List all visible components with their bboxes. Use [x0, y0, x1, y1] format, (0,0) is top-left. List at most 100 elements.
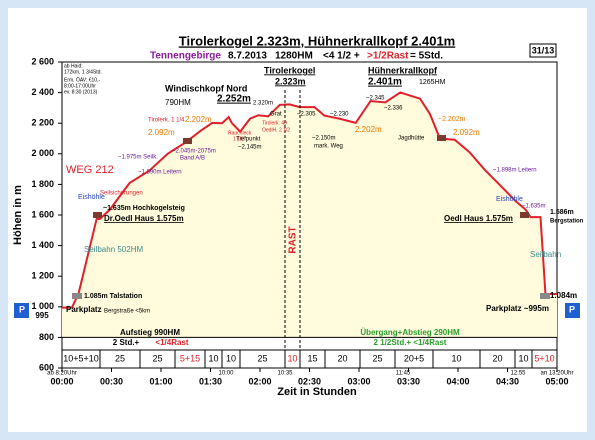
- annotation: Tirolerkogel: [264, 65, 315, 75]
- annotation: ~2.345: [366, 96, 385, 102]
- annotation: P: [19, 304, 25, 314]
- x-tick-label: 00:00: [50, 376, 73, 386]
- subtitle-part: >1/2Rast: [367, 51, 409, 62]
- profile-area: [62, 92, 557, 338]
- annotation: ~1.635m: [522, 204, 546, 210]
- station: [72, 293, 82, 299]
- annotation: 2.252m: [217, 94, 251, 105]
- chart-title: Tirolerkogel 2.323m, Hühnerkrallkopf 2.4…: [179, 33, 456, 48]
- y-tick-label: 2 400: [31, 87, 54, 97]
- segment-label: 10+5+10: [63, 353, 99, 363]
- x-tick-label: 00:30: [100, 376, 123, 386]
- y-tick-label: 2 200: [31, 118, 54, 128]
- annotation: Band A/B: [180, 156, 205, 162]
- annotation: Seilbahn: [530, 250, 561, 259]
- x-tick-label: 02:00: [248, 376, 271, 386]
- time-mark: 10:00: [218, 371, 234, 377]
- x-axis-label: Zeit in Stunden: [277, 386, 357, 398]
- annotation: Erm. ÖAV: €10,-: [64, 76, 100, 83]
- annotation: ev. 8:30 (2013): [64, 89, 98, 95]
- annotation: Grat: [270, 112, 282, 118]
- annotation: 1 1/2: [233, 136, 244, 142]
- y-tick-label: 600: [39, 362, 54, 372]
- annotation: 995: [35, 311, 49, 320]
- annotation: RAST: [288, 226, 299, 253]
- annotation: WEG 212: [66, 164, 114, 176]
- subtitle-part: 8.7.2013: [228, 51, 267, 62]
- subtitle-part: <4 1/2 +: [323, 51, 360, 62]
- annotation: ~2.150m: [312, 136, 336, 142]
- segment-label: 25: [372, 353, 382, 363]
- y-tick-label: 2 600: [31, 56, 54, 66]
- annotation: Jagdhütte: [398, 136, 425, 142]
- annotation: Tirolerk. 1 1/4: [148, 118, 185, 124]
- time-mark: 12:55: [510, 371, 526, 377]
- annotation: Hühnerkrallkopf: [368, 65, 438, 75]
- segment-label: 20+5: [404, 353, 424, 363]
- annotation: Parkplatz: [66, 305, 102, 314]
- annotation: Tiefpunkt: [236, 137, 261, 143]
- profile-line: [62, 91, 557, 309]
- time-mark: ab 8:20Uhr: [47, 371, 77, 377]
- x-tick-label: 01:00: [149, 376, 172, 386]
- annotation: 2.202m: [355, 125, 382, 134]
- annotation: ~1.975m Seilk.: [118, 155, 158, 161]
- y-tick-label: 1 000: [31, 301, 54, 311]
- hut: [437, 135, 446, 141]
- time-mark: an 13:20Uhr: [540, 371, 573, 377]
- segment-label: 10: [208, 353, 218, 363]
- badge-box: [529, 43, 557, 58]
- x-tick-label: 03:00: [347, 376, 370, 386]
- hut: [183, 138, 192, 144]
- annotation: Windischkopf Nord: [165, 83, 247, 93]
- annotation: 2 Std.+: [113, 338, 140, 347]
- annotation: 1.084m: [550, 291, 577, 300]
- subtitle-part: = 5Std.: [410, 51, 443, 62]
- annotation: 2.401m: [368, 77, 402, 88]
- annotation: 1.085m Talstation: [84, 293, 142, 300]
- annotation: P: [569, 304, 575, 314]
- hut: [93, 212, 102, 218]
- annotation: ~2.336: [384, 106, 403, 112]
- parking-sign: [565, 303, 580, 318]
- annotation: Rauchleck: [228, 130, 252, 136]
- annotation: Eishöhle: [496, 196, 523, 203]
- annotation: Tirolerk. 40: [262, 120, 287, 126]
- annotation: 2.092m: [453, 128, 480, 137]
- segment-label: 10: [287, 353, 297, 363]
- annotation: ~1.898m Leitern: [493, 168, 537, 174]
- annotation: Bergstraße <5km: [104, 309, 150, 315]
- segment-label: 20: [492, 353, 502, 363]
- time-mark: 10:35: [277, 371, 293, 377]
- plot: [14, 61, 580, 372]
- y-tick-label: 1 800: [31, 179, 54, 189]
- annotation: Parkplatz ~995m: [486, 304, 549, 313]
- badge: 31/13: [532, 45, 555, 55]
- x-tick-label: 04:00: [446, 376, 469, 386]
- annotation: mark. Weg: [314, 144, 343, 150]
- segment-label: 10: [451, 353, 461, 363]
- annotation: ~2.230: [330, 112, 349, 118]
- time-mark: 11:45: [396, 371, 411, 377]
- annotation: Eishöhle: [78, 194, 105, 201]
- annotation: ~2.305: [297, 112, 316, 118]
- segment-label: 25: [152, 353, 162, 363]
- hut: [520, 212, 529, 218]
- station: [540, 293, 550, 299]
- annotation: Übergang+Abstieg 290HM: [360, 328, 460, 337]
- annotation: ~1.635m Hochkogelsteig: [103, 205, 185, 212]
- x-tick-label: 01:30: [199, 376, 222, 386]
- annotation: 2.092m: [148, 128, 175, 137]
- x-tick-label: 05:00: [545, 376, 568, 386]
- y-tick-label: 1 400: [31, 240, 54, 250]
- segment-label: 10: [226, 353, 236, 363]
- annotation: Oedl Haus 1.575m: [444, 214, 513, 223]
- y-tick-label: 2 000: [31, 148, 54, 158]
- segment-label: 15: [307, 353, 317, 363]
- x-tick-label: 02:30: [298, 376, 321, 386]
- annotation: Aufstieg 990HM: [120, 328, 180, 337]
- y-axis-label: Höhen in m: [12, 185, 24, 245]
- y-tick-label: 1 200: [31, 271, 54, 281]
- annotation: Dr.Oedl Haus 1.575m: [104, 214, 184, 223]
- annotation: ab Haid:: [64, 63, 83, 69]
